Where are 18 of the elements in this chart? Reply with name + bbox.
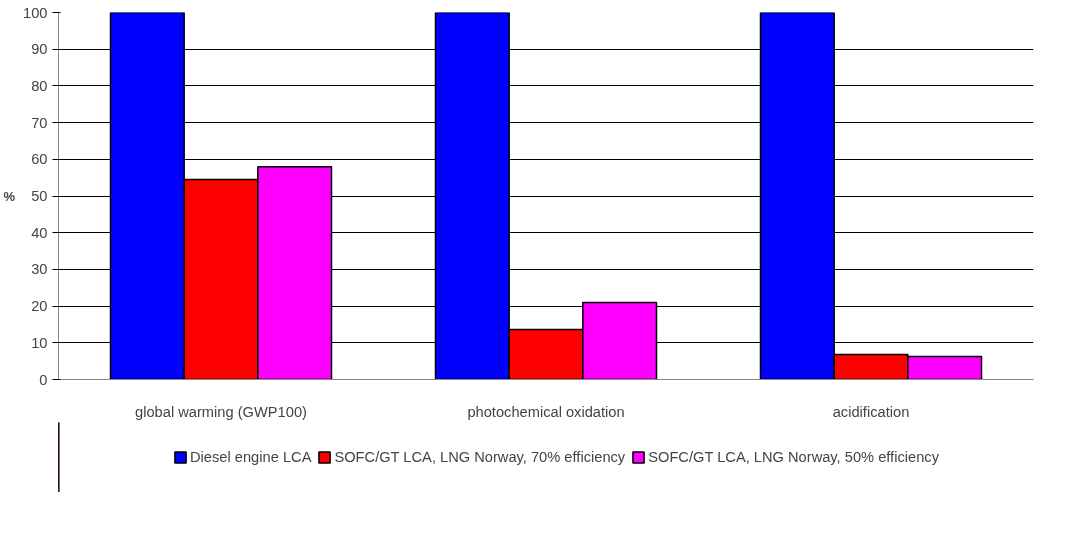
y-tick-label: 80 xyxy=(31,77,48,94)
x-tick-label: global warming (GWP100) xyxy=(135,403,307,420)
legend-label: SOFC/GT LCA, LNG Norway, 70% efficiency xyxy=(334,449,626,465)
x-tick-label: photochemical oxidation xyxy=(467,403,625,420)
y-tick-label: 60 xyxy=(31,151,48,168)
y-tick-label: 40 xyxy=(31,224,48,241)
y-tick-label: 0 xyxy=(39,371,48,388)
y-tick-label: 90 xyxy=(31,41,48,58)
y-tick-label: 30 xyxy=(31,261,48,278)
y-tick-label: 20 xyxy=(31,298,48,315)
y-tick-label: 100 xyxy=(23,4,48,21)
y-tick-label: 10 xyxy=(31,334,48,351)
y-axis-title: % xyxy=(3,188,16,204)
legend-label: Diesel engine LCA xyxy=(190,449,312,465)
legend-label: SOFC/GT LCA, LNG Norway, 50% efficiency xyxy=(648,449,939,465)
y-tick-label: 50 xyxy=(31,188,48,204)
y-tick-label: 70 xyxy=(31,114,48,131)
x-tick-label: acidification xyxy=(832,403,910,420)
